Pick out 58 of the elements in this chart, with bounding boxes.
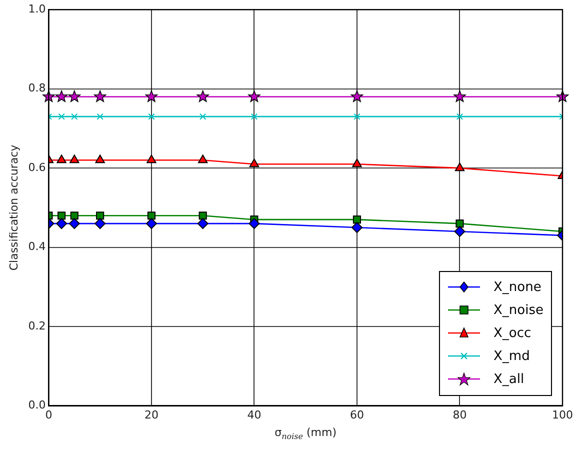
- point: [70, 212, 78, 220]
- legend-label: X_none: [494, 280, 542, 295]
- point: [248, 90, 260, 102]
- point: [197, 218, 208, 230]
- x-tick-label: 20: [144, 408, 158, 422]
- point: [351, 222, 362, 234]
- y-tick-label: 0.2: [28, 319, 46, 332]
- point: [456, 220, 464, 228]
- point: [249, 158, 260, 168]
- point: [198, 212, 207, 220]
- point: [96, 113, 104, 120]
- point: [250, 113, 258, 120]
- point: [68, 218, 80, 230]
- x-tick-label: 80: [452, 408, 467, 422]
- point: [68, 90, 80, 102]
- point: [456, 113, 464, 120]
- y-tick-label: 0.4: [28, 240, 46, 254]
- point: [146, 218, 157, 230]
- point: [454, 162, 465, 172]
- point: [56, 154, 66, 164]
- point: [145, 90, 158, 102]
- point: [350, 90, 364, 102]
- point: [71, 113, 78, 120]
- point: [354, 113, 360, 120]
- x-tick-label: 100: [552, 408, 573, 422]
- point: [55, 90, 68, 102]
- point: [198, 154, 208, 164]
- point: [70, 154, 80, 164]
- point: [200, 113, 206, 120]
- legend-label: X_noise: [494, 302, 544, 318]
- point: [146, 154, 156, 164]
- y-axis-title: Classification accuracy: [7, 144, 20, 271]
- point: [147, 212, 156, 220]
- x-tick-label: 0: [45, 408, 52, 422]
- point: [58, 212, 66, 220]
- point: [352, 158, 362, 168]
- point: [352, 216, 362, 224]
- x-tick-label: 40: [247, 408, 262, 422]
- point: [96, 212, 104, 220]
- y-tick-label: 0.0: [28, 398, 46, 412]
- point: [56, 218, 68, 230]
- x-axis-title: σ$_{noise}$ (mm): [274, 426, 338, 441]
- y-tick-label: 0.6: [28, 160, 46, 174]
- y-tick-label: 0.8: [28, 82, 46, 95]
- point: [454, 90, 466, 102]
- point: [94, 90, 106, 102]
- legend-label: X_all: [494, 372, 524, 387]
- x-tick-label: 60: [350, 408, 364, 422]
- point: [248, 218, 260, 230]
- y-tick-label: 1.0: [28, 2, 46, 16]
- legend-label: X_md: [494, 348, 530, 364]
- legend-label: X_occ: [494, 326, 532, 341]
- point: [95, 154, 105, 164]
- point: [454, 226, 466, 237]
- point: [58, 113, 65, 120]
- point: [148, 113, 155, 120]
- point: [94, 218, 106, 230]
- point: [196, 90, 209, 102]
